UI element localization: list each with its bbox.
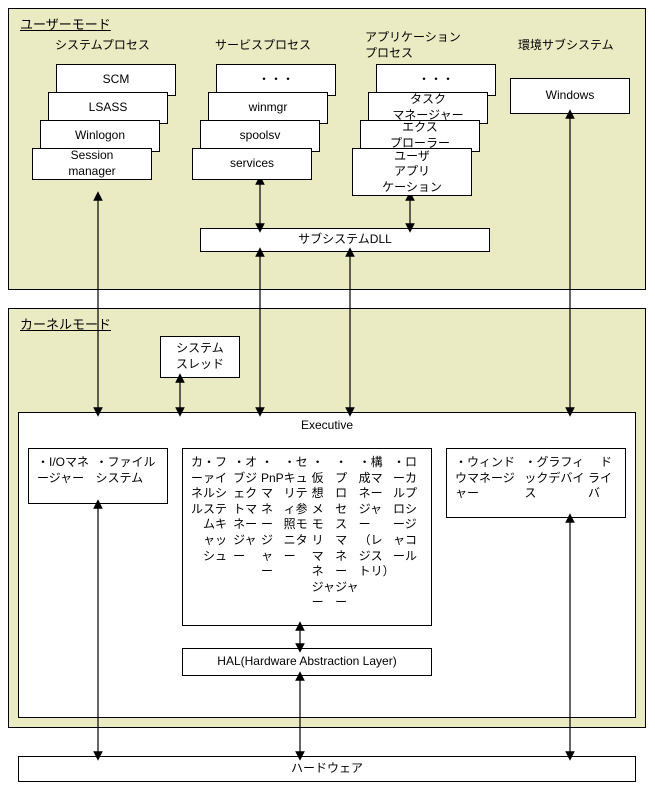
stack-box: services xyxy=(192,148,312,180)
stack-box: Session manager xyxy=(32,148,152,180)
hal-box: HAL(Hardware Abstraction Layer) xyxy=(182,648,432,676)
column-title: 環境サブシステム xyxy=(518,38,614,54)
column-title: サービスプロセス xyxy=(215,38,311,54)
kernel-mode-title: カーネルモード xyxy=(20,314,111,333)
subsystem-dll-box: サブシステムDLL xyxy=(200,228,490,252)
system-thread-box: システム スレッド xyxy=(160,336,240,378)
user-mode-title: ユーザーモード xyxy=(20,14,111,33)
hardware-box: ハードウェア xyxy=(18,756,636,782)
windows-subsystem-box: Windows xyxy=(510,78,630,114)
column-title: アプリケーション プロセス xyxy=(365,30,461,61)
executive-title: Executive xyxy=(18,418,636,432)
io-manager-box: ・I/Oマネージャー・ファイルシステム xyxy=(28,448,168,504)
kernel-box: カーネル・ファイルシステムキャッシュ・オブジェクトマネージャー・PnPマネージャ… xyxy=(182,448,432,626)
window-manager-box: ・ウィンドウマネージャー・グラフィックデバイス ドライバ xyxy=(446,448,626,518)
stack-box: ユーザ アプリ ケーション xyxy=(352,148,472,196)
column-title: システムプロセス xyxy=(55,38,150,54)
